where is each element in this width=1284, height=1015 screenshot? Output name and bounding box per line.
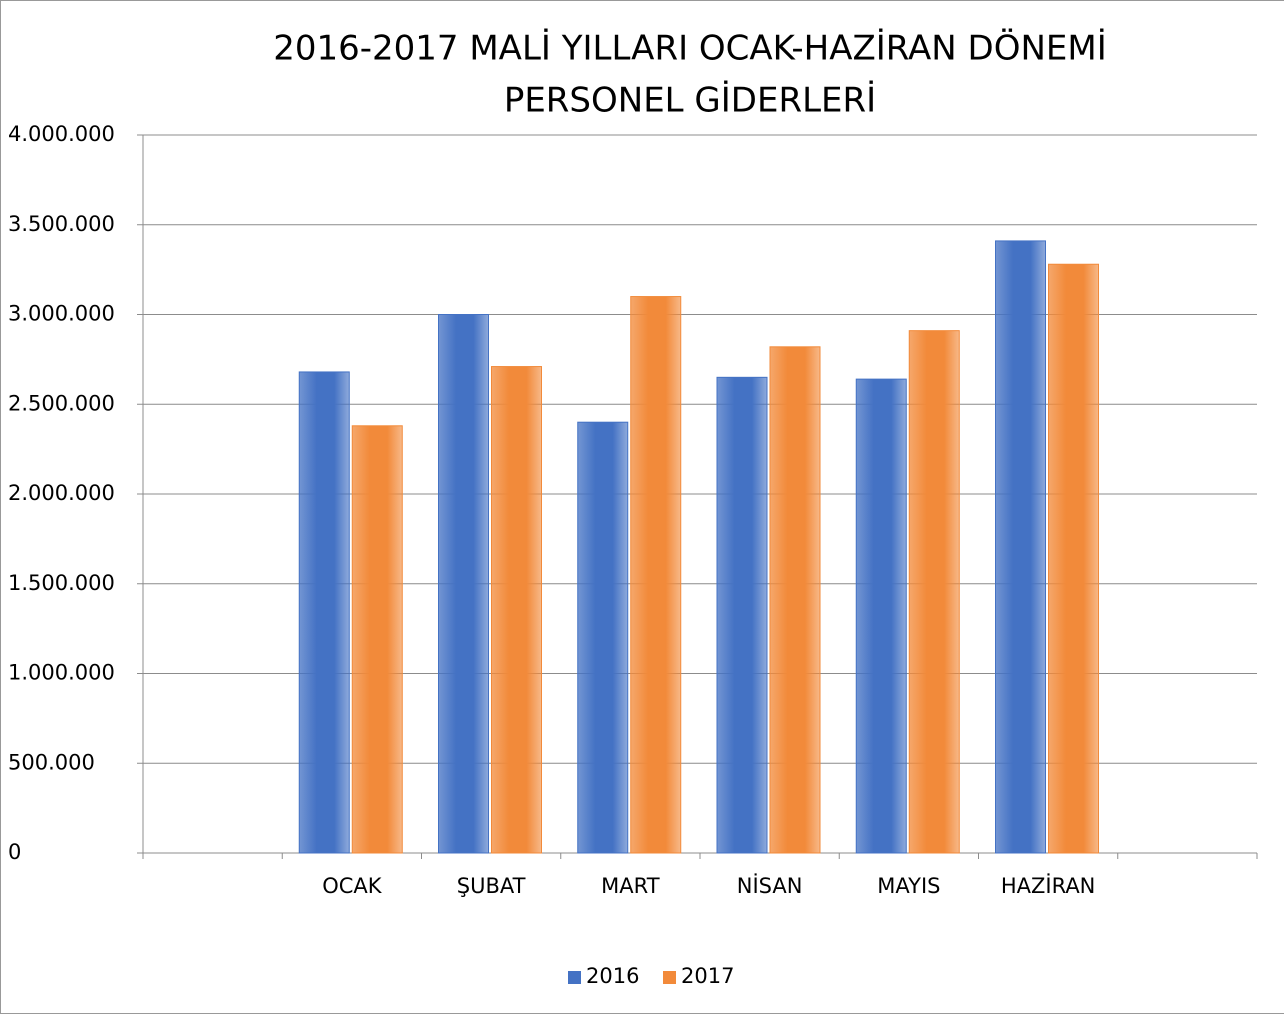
bar <box>298 371 350 854</box>
chart-title: 2016-2017 MALİ YILLARI OCAK-HAZİRAN DÖNE… <box>273 28 1107 69</box>
bar <box>351 425 403 854</box>
bar <box>769 346 821 854</box>
y-tick-label: 4.000.000 <box>8 122 115 146</box>
x-tick-label: MAYIS <box>877 874 940 898</box>
x-tick-label: NİSAN <box>737 873 803 898</box>
y-tick-label: 3.000.000 <box>8 302 115 326</box>
chart-subtitle: PERSONEL GİDERLERİ <box>504 81 876 121</box>
y-tick-label: 2.500.000 <box>8 391 115 415</box>
bar <box>577 421 629 854</box>
bar <box>855 378 907 854</box>
bar <box>716 376 768 854</box>
bar <box>1048 263 1099 854</box>
bar <box>630 296 682 854</box>
bar <box>995 240 1046 854</box>
y-tick-label: 2.000.000 <box>8 481 115 505</box>
y-tick-label: 1.000.000 <box>8 661 115 685</box>
y-tick-label: 500.000 <box>8 750 95 774</box>
x-tick-label: MART <box>601 874 660 898</box>
y-tick-label: 0 <box>8 840 21 864</box>
x-tick-label: HAZİRAN <box>1001 873 1096 898</box>
legend-label: 2017 <box>681 964 734 988</box>
legend-label: 2016 <box>586 964 639 988</box>
x-tick-label: OCAK <box>322 874 383 898</box>
bar <box>491 366 542 854</box>
legend-swatch <box>663 971 676 984</box>
y-tick-label: 1.500.000 <box>8 571 115 595</box>
bar <box>908 330 960 854</box>
bar <box>438 314 489 854</box>
legend-swatch <box>568 971 581 984</box>
x-tick-label: ŞUBAT <box>457 874 526 898</box>
y-tick-label: 3.500.000 <box>8 212 115 236</box>
